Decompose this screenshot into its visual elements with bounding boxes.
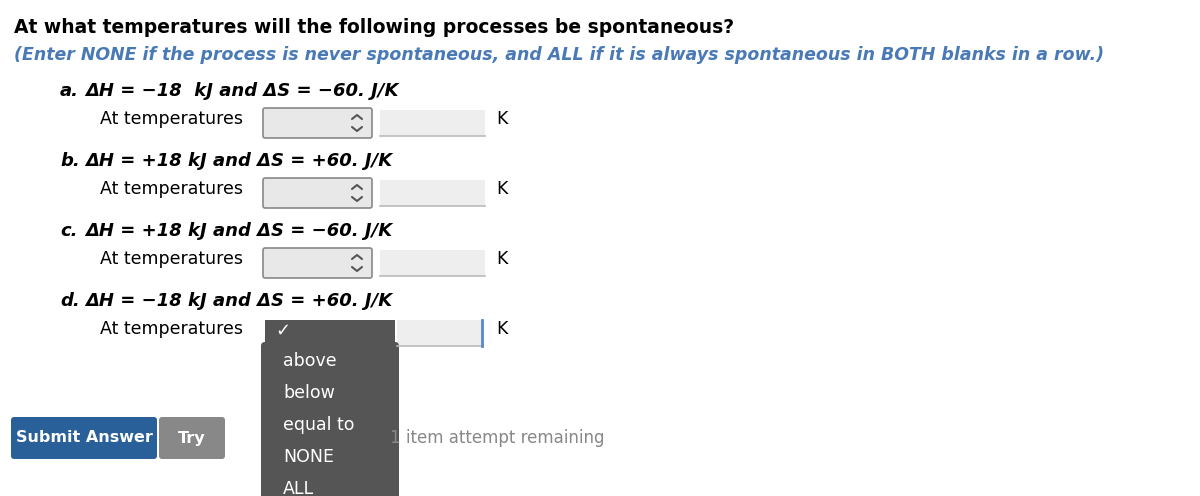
FancyBboxPatch shape: [11, 417, 157, 459]
FancyBboxPatch shape: [263, 248, 372, 278]
Text: above: above: [283, 352, 337, 370]
FancyBboxPatch shape: [397, 320, 482, 346]
Text: At what temperatures will the following processes be spontaneous?: At what temperatures will the following …: [14, 18, 734, 37]
Text: ΔH = +18 kJ and ΔS = −60. J/K: ΔH = +18 kJ and ΔS = −60. J/K: [85, 222, 392, 240]
Text: At temperatures: At temperatures: [100, 250, 242, 268]
FancyBboxPatch shape: [262, 342, 398, 496]
FancyBboxPatch shape: [263, 178, 372, 208]
Text: (Enter NONE if the process is never spontaneous, and ALL if it is always spontan: (Enter NONE if the process is never spon…: [14, 46, 1104, 64]
Text: ΔH = −18 kJ and ΔS = +60. J/K: ΔH = −18 kJ and ΔS = +60. J/K: [85, 292, 392, 310]
Text: ALL: ALL: [283, 480, 314, 496]
Text: At temperatures: At temperatures: [100, 110, 242, 128]
Text: ΔH = +18 kJ and ΔS = +60. J/K: ΔH = +18 kJ and ΔS = +60. J/K: [85, 152, 392, 170]
Text: Submit Answer: Submit Answer: [16, 431, 152, 445]
Text: At temperatures: At temperatures: [100, 180, 242, 198]
Text: K: K: [496, 250, 508, 268]
FancyBboxPatch shape: [380, 110, 485, 136]
Text: Try: Try: [178, 431, 206, 445]
Text: K: K: [496, 110, 508, 128]
Text: c.: c.: [60, 222, 78, 240]
Text: K: K: [496, 180, 508, 198]
Text: 1 item attempt remaining: 1 item attempt remaining: [390, 429, 605, 447]
Text: equal to: equal to: [283, 416, 354, 434]
FancyBboxPatch shape: [263, 108, 372, 138]
FancyBboxPatch shape: [265, 320, 395, 346]
FancyBboxPatch shape: [158, 417, 226, 459]
Text: b.: b.: [60, 152, 79, 170]
Text: a.: a.: [60, 82, 79, 100]
FancyBboxPatch shape: [380, 180, 485, 206]
Text: below: below: [283, 384, 335, 402]
Text: NONE: NONE: [283, 448, 334, 466]
Text: At temperatures: At temperatures: [100, 320, 242, 338]
Text: ✓: ✓: [275, 322, 290, 340]
Text: K: K: [496, 320, 508, 338]
Text: d.: d.: [60, 292, 79, 310]
FancyBboxPatch shape: [380, 250, 485, 276]
Text: ΔH = −18  kJ and ΔS = −60. J/K: ΔH = −18 kJ and ΔS = −60. J/K: [85, 82, 398, 100]
FancyBboxPatch shape: [265, 346, 395, 354]
